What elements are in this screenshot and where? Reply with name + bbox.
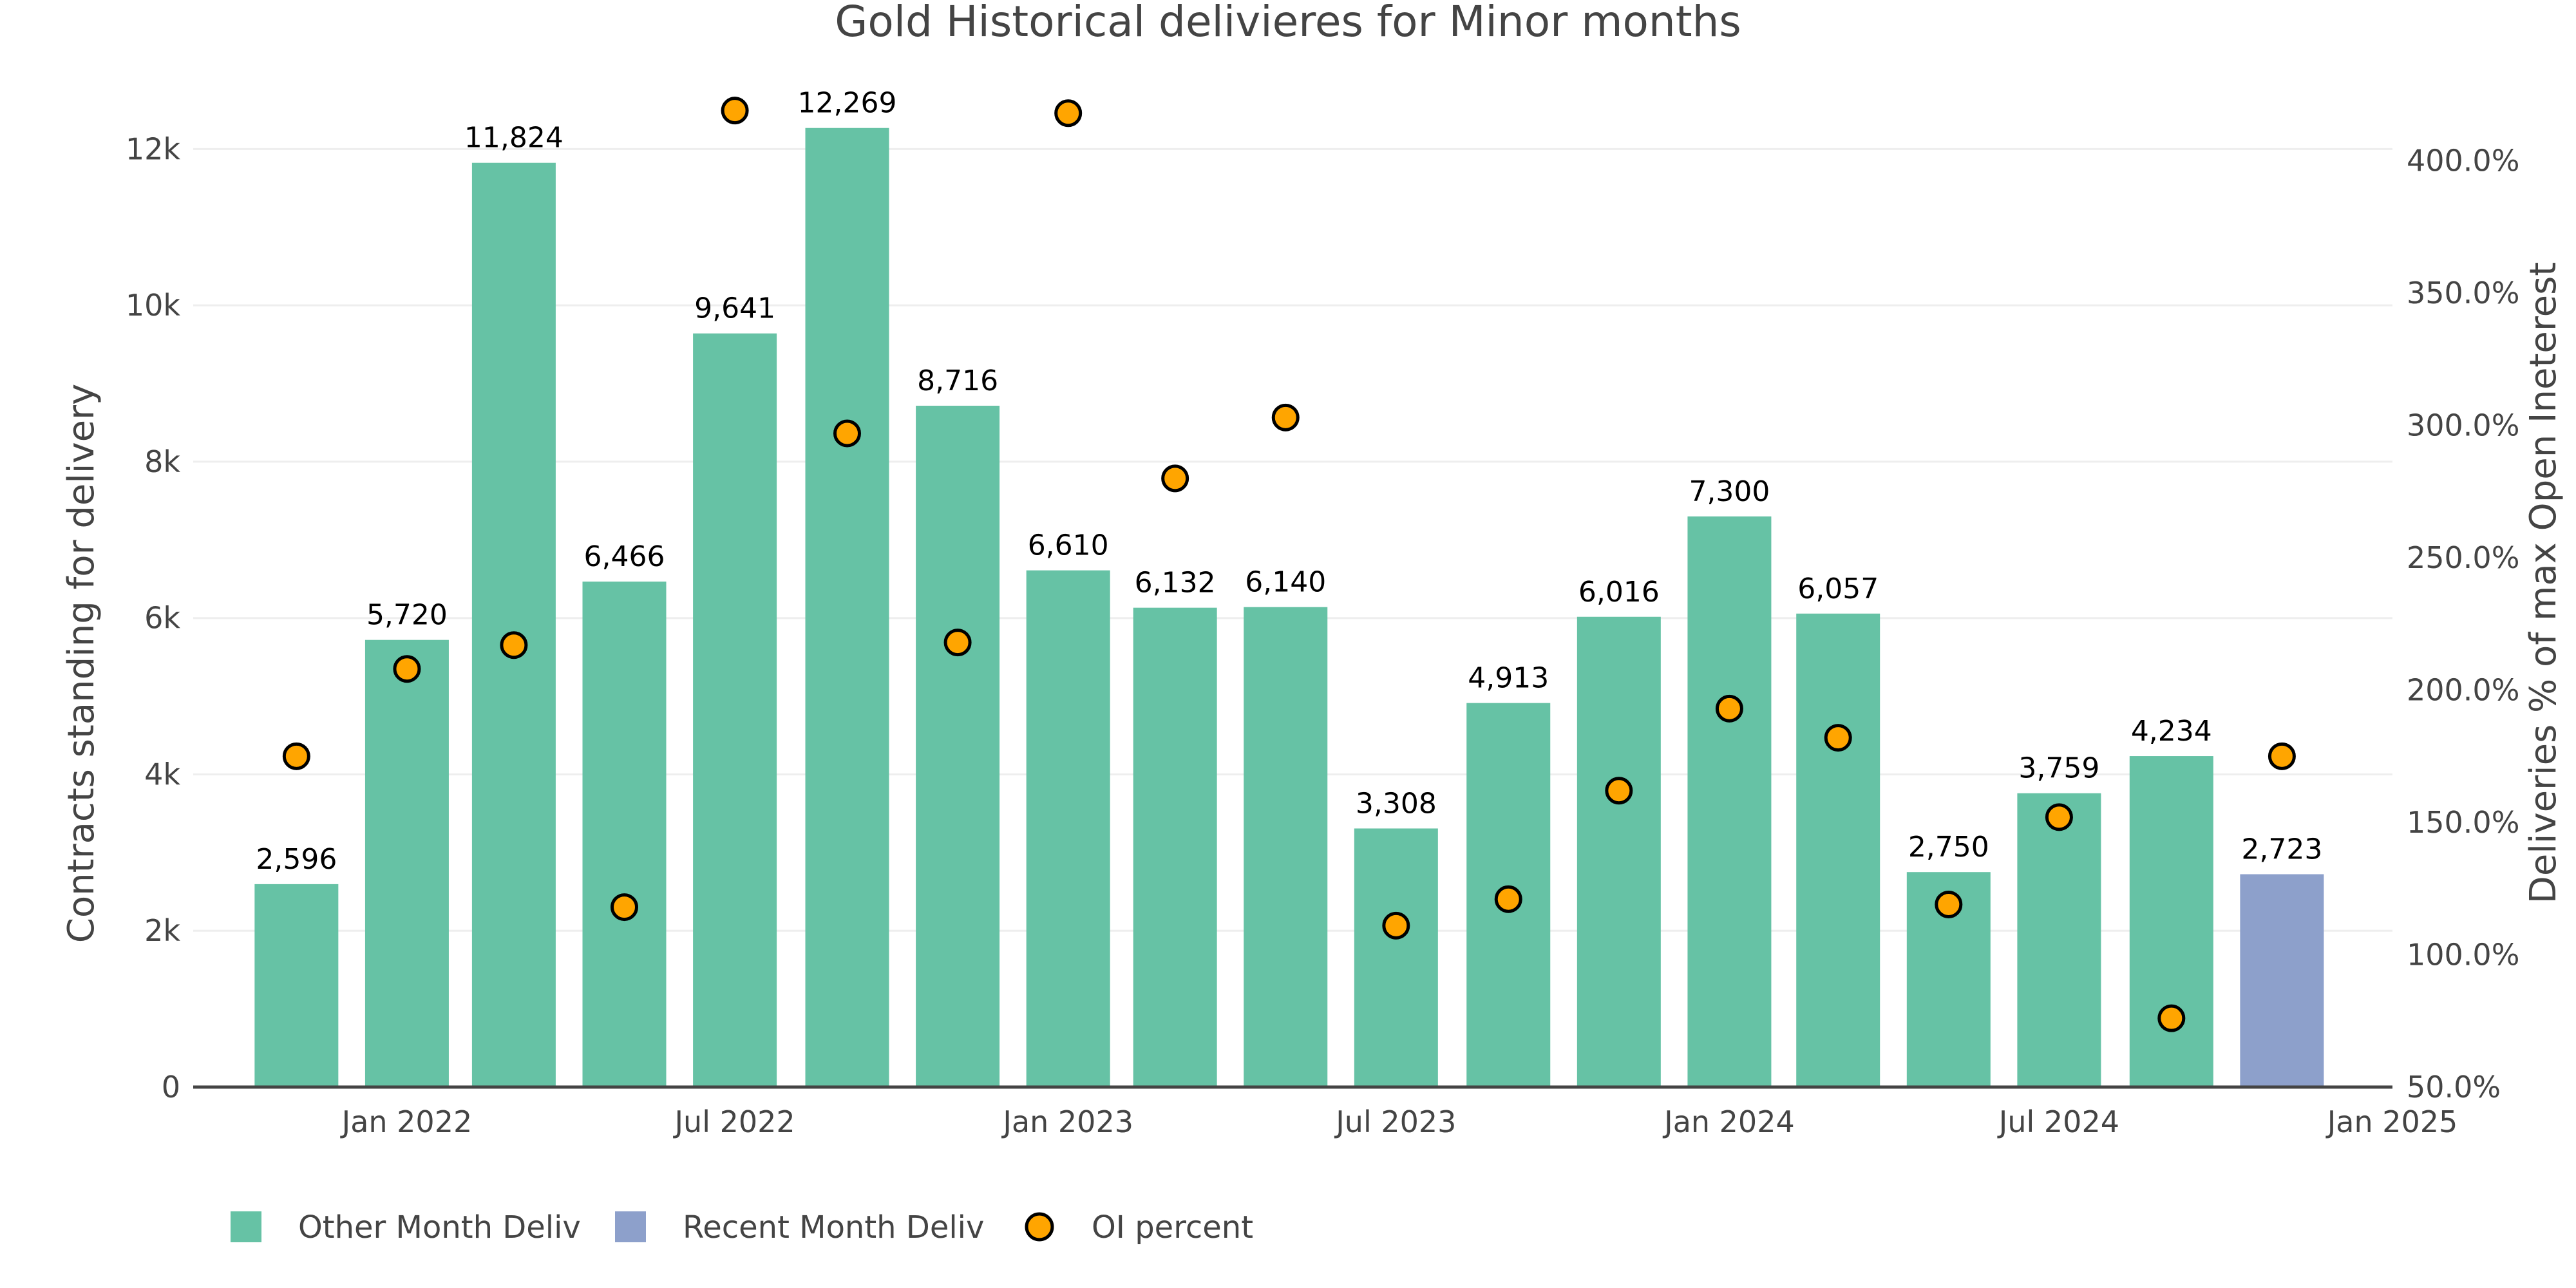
- bar-value-label: 6,610: [1028, 529, 1109, 562]
- y-tick-label: 4k: [144, 757, 180, 791]
- oi-point: [1161, 464, 1189, 493]
- bar: [1577, 616, 1661, 1087]
- x-tick-label: Jan 2022: [340, 1104, 473, 1139]
- oi-point: [721, 97, 749, 125]
- y2-axis-title: Deliveries % of max Open Ineterest: [2523, 262, 2564, 904]
- y-axis-title: Contracts standing for delivery: [61, 384, 102, 943]
- oi-point: [1382, 911, 1410, 940]
- bar: [582, 582, 667, 1087]
- bar: [365, 639, 449, 1087]
- legend-marker: [1025, 1212, 1054, 1242]
- bar: [1026, 570, 1110, 1087]
- oi-point: [2045, 803, 2073, 831]
- bar-value-label: 6,132: [1135, 567, 1216, 600]
- bar: [471, 162, 556, 1088]
- x-tick-label: Jan 2025: [2325, 1104, 2458, 1139]
- oi-points: [282, 97, 2296, 1032]
- bar-value-label: 9,641: [694, 292, 775, 325]
- legend-label: Other Month Deliv: [298, 1209, 581, 1245]
- oi-point: [833, 419, 861, 448]
- oi-point: [2268, 742, 2296, 770]
- x-axis-ticks: Jan 2022 Jul 2022 Jan 2023 Jul 2023 Jan 2024…: [340, 1104, 2458, 1139]
- y2-tick-label: 250.0%: [2407, 540, 2519, 575]
- y2-tick-label: 150.0%: [2407, 805, 2519, 840]
- chart-title: Gold Historical delivieres for Minor mon…: [835, 0, 1741, 46]
- bar-value-label: 4,913: [1468, 662, 1549, 695]
- oi-point: [1715, 694, 1743, 723]
- bar: [1796, 613, 1880, 1087]
- bar-value-label: 11,824: [464, 122, 564, 155]
- bar-value-label: 2,596: [256, 843, 337, 876]
- bar-value-label: 6,057: [1797, 573, 1879, 605]
- x-tick-label: Jul 2022: [672, 1104, 795, 1139]
- y-tick-label: 2k: [144, 913, 180, 948]
- bar-value-label: 7,300: [1689, 475, 1770, 508]
- oi-point: [943, 629, 972, 657]
- y2-tick-label: 300.0%: [2407, 408, 2519, 443]
- y2-tick-label: 50.0%: [2407, 1070, 2501, 1104]
- bar: [693, 333, 777, 1087]
- bar-value-label: 6,016: [1578, 576, 1660, 609]
- oi-point: [610, 893, 638, 922]
- bar-labels: 2,596 5,720 11,824 6,466 9,641 12,269 8,716 6,6…: [256, 87, 2322, 876]
- bar: [2129, 756, 2213, 1087]
- oi-point: [1605, 777, 1633, 805]
- y2-tick-label: 400.0%: [2407, 144, 2519, 178]
- legend-swatch: [615, 1211, 646, 1242]
- oi-point: [1271, 403, 1300, 431]
- y2-tick-label: 200.0%: [2407, 673, 2519, 708]
- bar-value-label: 6,466: [584, 540, 665, 573]
- bar-value-label: 3,759: [2018, 752, 2099, 785]
- y-tick-label: 0: [162, 1070, 180, 1104]
- bar: [2017, 793, 2101, 1087]
- oi-point: [1824, 724, 1852, 752]
- bar-value-label: 8,716: [917, 365, 998, 397]
- bar: [1354, 828, 1438, 1087]
- oi-point: [1054, 99, 1083, 128]
- bar: [1244, 607, 1328, 1087]
- bar-value-label: 12,269: [798, 87, 897, 120]
- bar: [916, 406, 1000, 1087]
- bars: [254, 128, 2324, 1088]
- oi-point: [1935, 890, 1963, 918]
- bar-value-label: 3,308: [1356, 787, 1437, 820]
- y2-axis-ticks: 50.0% 100.0% 150.0% 200.0% 250.0% 300.0% 350.0…: [2407, 144, 2519, 1104]
- oi-point: [393, 655, 421, 683]
- bar: [2240, 874, 2324, 1087]
- bar-value-label: 4,234: [2131, 715, 2212, 748]
- oi-point: [1494, 885, 1522, 913]
- bar-value-label: 6,140: [1245, 566, 1326, 599]
- x-tick-label: Jan 2024: [1662, 1104, 1795, 1139]
- y-tick-label: 10k: [126, 288, 181, 323]
- x-tick-label: Jul 2023: [1334, 1104, 1456, 1139]
- bar: [254, 884, 339, 1087]
- bar-value-label: 2,723: [2241, 833, 2322, 866]
- oi-point: [2157, 1004, 2186, 1032]
- legend-label: Recent Month Deliv: [683, 1209, 984, 1245]
- legend-swatch: [231, 1211, 261, 1242]
- bar-value-label: 5,720: [366, 599, 448, 632]
- x-tick-label: Jan 2023: [1001, 1104, 1133, 1139]
- y2-tick-label: 350.0%: [2407, 276, 2519, 310]
- y-tick-label: 6k: [144, 601, 180, 636]
- y-tick-label: 12k: [126, 131, 181, 166]
- bar: [1133, 607, 1217, 1087]
- y-tick-label: 8k: [144, 444, 180, 479]
- bar-value-label: 2,750: [1908, 831, 1989, 864]
- x-tick-label: Jul 2024: [1997, 1104, 2119, 1139]
- oi-point: [500, 631, 528, 659]
- bar: [805, 128, 889, 1087]
- bar: [1687, 516, 1772, 1087]
- oi-point: [282, 742, 310, 770]
- y-axis-ticks: 0 2k 4k 6k 8k 10k 12k: [126, 131, 181, 1104]
- legend: Other Month Deliv Recent Month Deliv OI pe…: [231, 1209, 1253, 1245]
- y2-tick-label: 100.0%: [2407, 938, 2519, 972]
- legend-label: OI percent: [1092, 1209, 1253, 1245]
